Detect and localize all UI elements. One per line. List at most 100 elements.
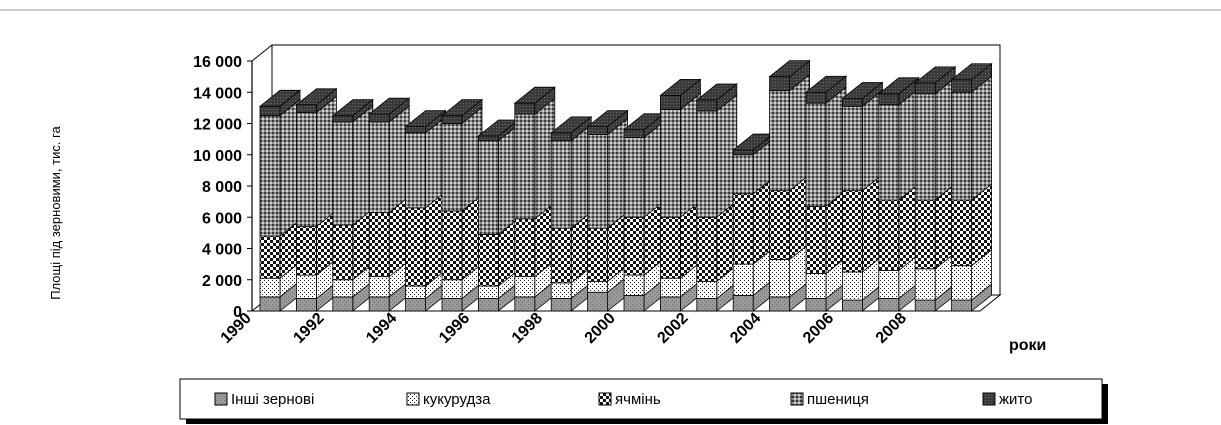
bar-1997-4 — [514, 102, 536, 115]
bar-stack-1990 — [258, 89, 302, 312]
bar-2009-0 — [951, 299, 972, 312]
legend-swatch — [598, 392, 612, 406]
legend-swatch — [982, 392, 996, 406]
bar-2000-3 — [623, 137, 645, 218]
bar-stack-2005 — [804, 75, 848, 312]
x-tick-label: 2008 — [873, 310, 910, 347]
y-tick-label: 16 000 — [193, 54, 242, 71]
bar-2005-4 — [805, 91, 827, 104]
bar-1995-4 — [441, 115, 463, 124]
bar-stack-1995 — [440, 98, 484, 312]
legend-swatch — [406, 392, 420, 406]
bar-1991-0 — [295, 298, 317, 312]
x-tick-label: 1992 — [290, 310, 327, 347]
bar-1995-2 — [441, 210, 463, 281]
bar-top-1999 — [586, 110, 629, 128]
bar-1991-4 — [295, 104, 317, 113]
bar-2000-4 — [623, 129, 645, 138]
bar-1993-4 — [368, 113, 390, 123]
bar-top-1992 — [331, 99, 374, 117]
bar-2006-4 — [842, 98, 863, 107]
bar-1999-3 — [587, 134, 608, 229]
legend-swatch — [214, 392, 228, 406]
bar-1997-1 — [514, 276, 536, 298]
bar-stack-2006 — [841, 81, 884, 312]
bar-1990-3 — [259, 115, 281, 237]
bar-stack-2009 — [950, 62, 993, 312]
bar-1993-3 — [368, 121, 390, 213]
bar-2008-4 — [914, 82, 936, 95]
bar-1996-3 — [477, 140, 499, 235]
bar-1998-3 — [550, 140, 572, 229]
bar-2005-1 — [805, 273, 827, 299]
bar-top-2004 — [768, 60, 811, 78]
bar-2004-0 — [769, 296, 790, 312]
bar-1997-0 — [514, 296, 536, 312]
bar-2000-0 — [623, 294, 645, 312]
bar-top-1995 — [440, 99, 484, 117]
bar-stack-2007 — [877, 76, 920, 312]
bar-2003-4 — [732, 149, 754, 156]
bar-2009-2 — [951, 199, 972, 267]
bar-1998-0 — [550, 298, 572, 312]
bar-1991-1 — [295, 274, 317, 299]
bar-top-1994 — [404, 110, 447, 128]
bar-stack-2001 — [659, 78, 702, 312]
bar-2004-1 — [769, 259, 790, 298]
bar-1999-4 — [587, 126, 608, 135]
bar-1992-3 — [332, 121, 354, 226]
bar-1990-2 — [259, 235, 281, 279]
bar-2004-3 — [769, 90, 790, 192]
bar-1994-2 — [405, 207, 427, 287]
x-axis-title: роки — [1009, 337, 1046, 354]
bar-2008-2 — [914, 199, 936, 270]
bar-2007-4 — [878, 93, 900, 106]
bar-2007-1 — [878, 269, 900, 299]
bar-1990-1 — [259, 277, 281, 298]
bar-2000-1 — [623, 274, 645, 296]
bar-1991-2 — [295, 226, 317, 276]
bar-2004-4 — [769, 76, 790, 92]
bar-1999-2 — [587, 227, 608, 282]
x-axis-ticks: 1990 1992 1994 1996 1998 2000 2002 2004 2006 2008 — [218, 310, 910, 347]
bar-2001-0 — [660, 296, 681, 312]
bar-2009-4 — [951, 79, 972, 93]
bar-2007-3 — [878, 104, 900, 201]
y-tick-label: 0 — [233, 304, 242, 321]
bar-top-2006 — [841, 82, 884, 99]
bar-1998-1 — [550, 282, 572, 299]
bar-2008-0 — [914, 299, 936, 312]
bar-stack-2002 — [695, 83, 738, 312]
bar-2004-2 — [769, 190, 790, 260]
bar-1995-1 — [441, 279, 463, 299]
bar-2003-0 — [732, 294, 754, 312]
bar-2005-2 — [805, 205, 827, 274]
bar-1990-4 — [259, 105, 281, 117]
bar-2001-4 — [660, 94, 681, 110]
bar-2007-2 — [878, 199, 900, 271]
bar-1996-1 — [477, 285, 499, 299]
bar-1998-4 — [550, 132, 572, 142]
x-tick-label: 2006 — [800, 310, 837, 347]
bar-2003-2 — [732, 193, 754, 265]
bar-1996-2 — [477, 234, 499, 287]
legend-label: пшениця — [807, 391, 869, 408]
bar-2008-3 — [914, 93, 936, 201]
bar-2002-4 — [696, 99, 718, 112]
bar-2006-0 — [842, 299, 863, 312]
x-tick-label: 1996 — [436, 310, 473, 347]
bar-1994-3 — [405, 132, 427, 209]
bar-2001-1 — [660, 277, 681, 298]
bar-2009-1 — [951, 265, 972, 301]
y-axis-title: Площі під зерновими, тис. га — [48, 125, 63, 299]
bar-2002-3 — [696, 110, 718, 218]
bar-top-1991 — [295, 88, 338, 106]
bar-2001-2 — [660, 216, 681, 279]
bar-1992-0 — [332, 296, 354, 312]
bar-top-1998 — [550, 116, 593, 134]
bar-top-2007 — [877, 77, 920, 95]
bar-stack-1998 — [550, 116, 593, 312]
y-tick-label: 2 000 — [202, 273, 242, 290]
legend-label: жито — [999, 391, 1032, 408]
